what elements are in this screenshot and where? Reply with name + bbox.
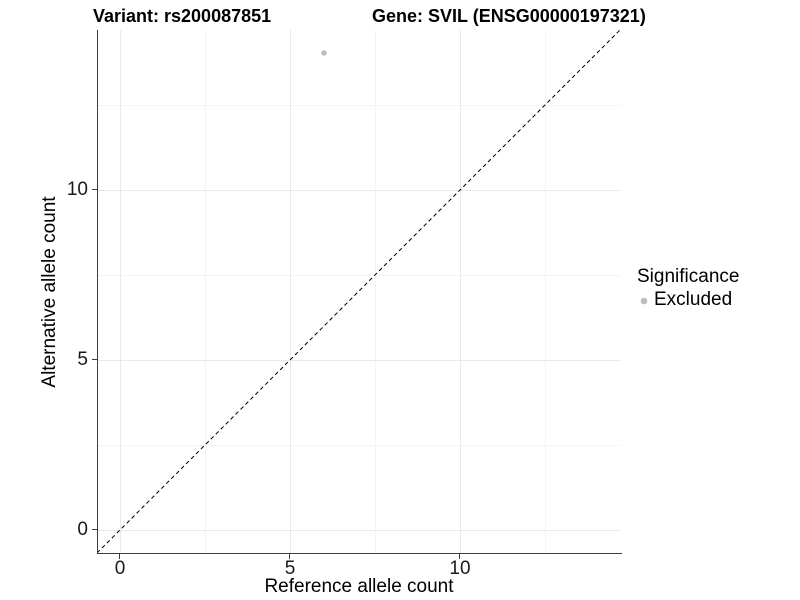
- gridline-y-major-0: [97, 530, 621, 531]
- x-axis-title: Reference allele count: [264, 576, 454, 597]
- x-tick-label-0: 0: [114, 558, 126, 579]
- gridline-y-major-5: [97, 360, 621, 361]
- y-tick-label-5: 5: [77, 349, 88, 370]
- legend-item-label: Excluded: [654, 289, 733, 310]
- y-tick-0: [92, 529, 97, 530]
- gridline-y-minor-2_5: [97, 445, 621, 446]
- data-point-excluded: [321, 50, 327, 56]
- gridline-x-minor-7_5: [375, 30, 376, 553]
- gridline-x-major-10: [460, 30, 461, 553]
- x-tick-label-5: 5: [284, 558, 296, 579]
- x-tick-5: [289, 554, 290, 559]
- y-tick-10: [92, 189, 97, 190]
- legend-title: Significance: [637, 266, 740, 287]
- y-tick-label-0: 0: [77, 519, 88, 540]
- gridline-x-major-0: [120, 30, 121, 553]
- y-tick-label-10: 10: [66, 179, 88, 200]
- plot-title-variant: Variant: rs200087851: [93, 6, 272, 26]
- x-tick-10: [459, 554, 460, 559]
- plot-title-gene: Gene: SVIL (ENSG00000197321): [372, 6, 646, 26]
- x-tick-0: [119, 554, 120, 559]
- gridline-y-minor-7_5: [97, 275, 621, 276]
- legend: Significance Excluded: [637, 266, 739, 311]
- gridline-y-major-10: [97, 190, 621, 191]
- gridline-y-minor-12_5: [97, 105, 621, 106]
- y-axis-line: [97, 30, 98, 554]
- x-axis-line: [97, 553, 622, 554]
- plot-layer: [97, 30, 621, 553]
- legend-item-excluded: Excluded: [637, 289, 739, 311]
- gridline-x-major-5: [290, 30, 291, 553]
- plot-panel: [97, 30, 621, 553]
- y-axis-title: Alternative allele count: [39, 196, 60, 388]
- x-tick-label-10: 10: [449, 558, 471, 579]
- legend-key-point-icon: [640, 297, 648, 305]
- gridline-x-minor-2_5: [205, 30, 206, 553]
- y-tick-5: [92, 359, 97, 360]
- gridline-x-minor-12_5: [545, 30, 546, 553]
- identity-reference-line: [97, 30, 621, 553]
